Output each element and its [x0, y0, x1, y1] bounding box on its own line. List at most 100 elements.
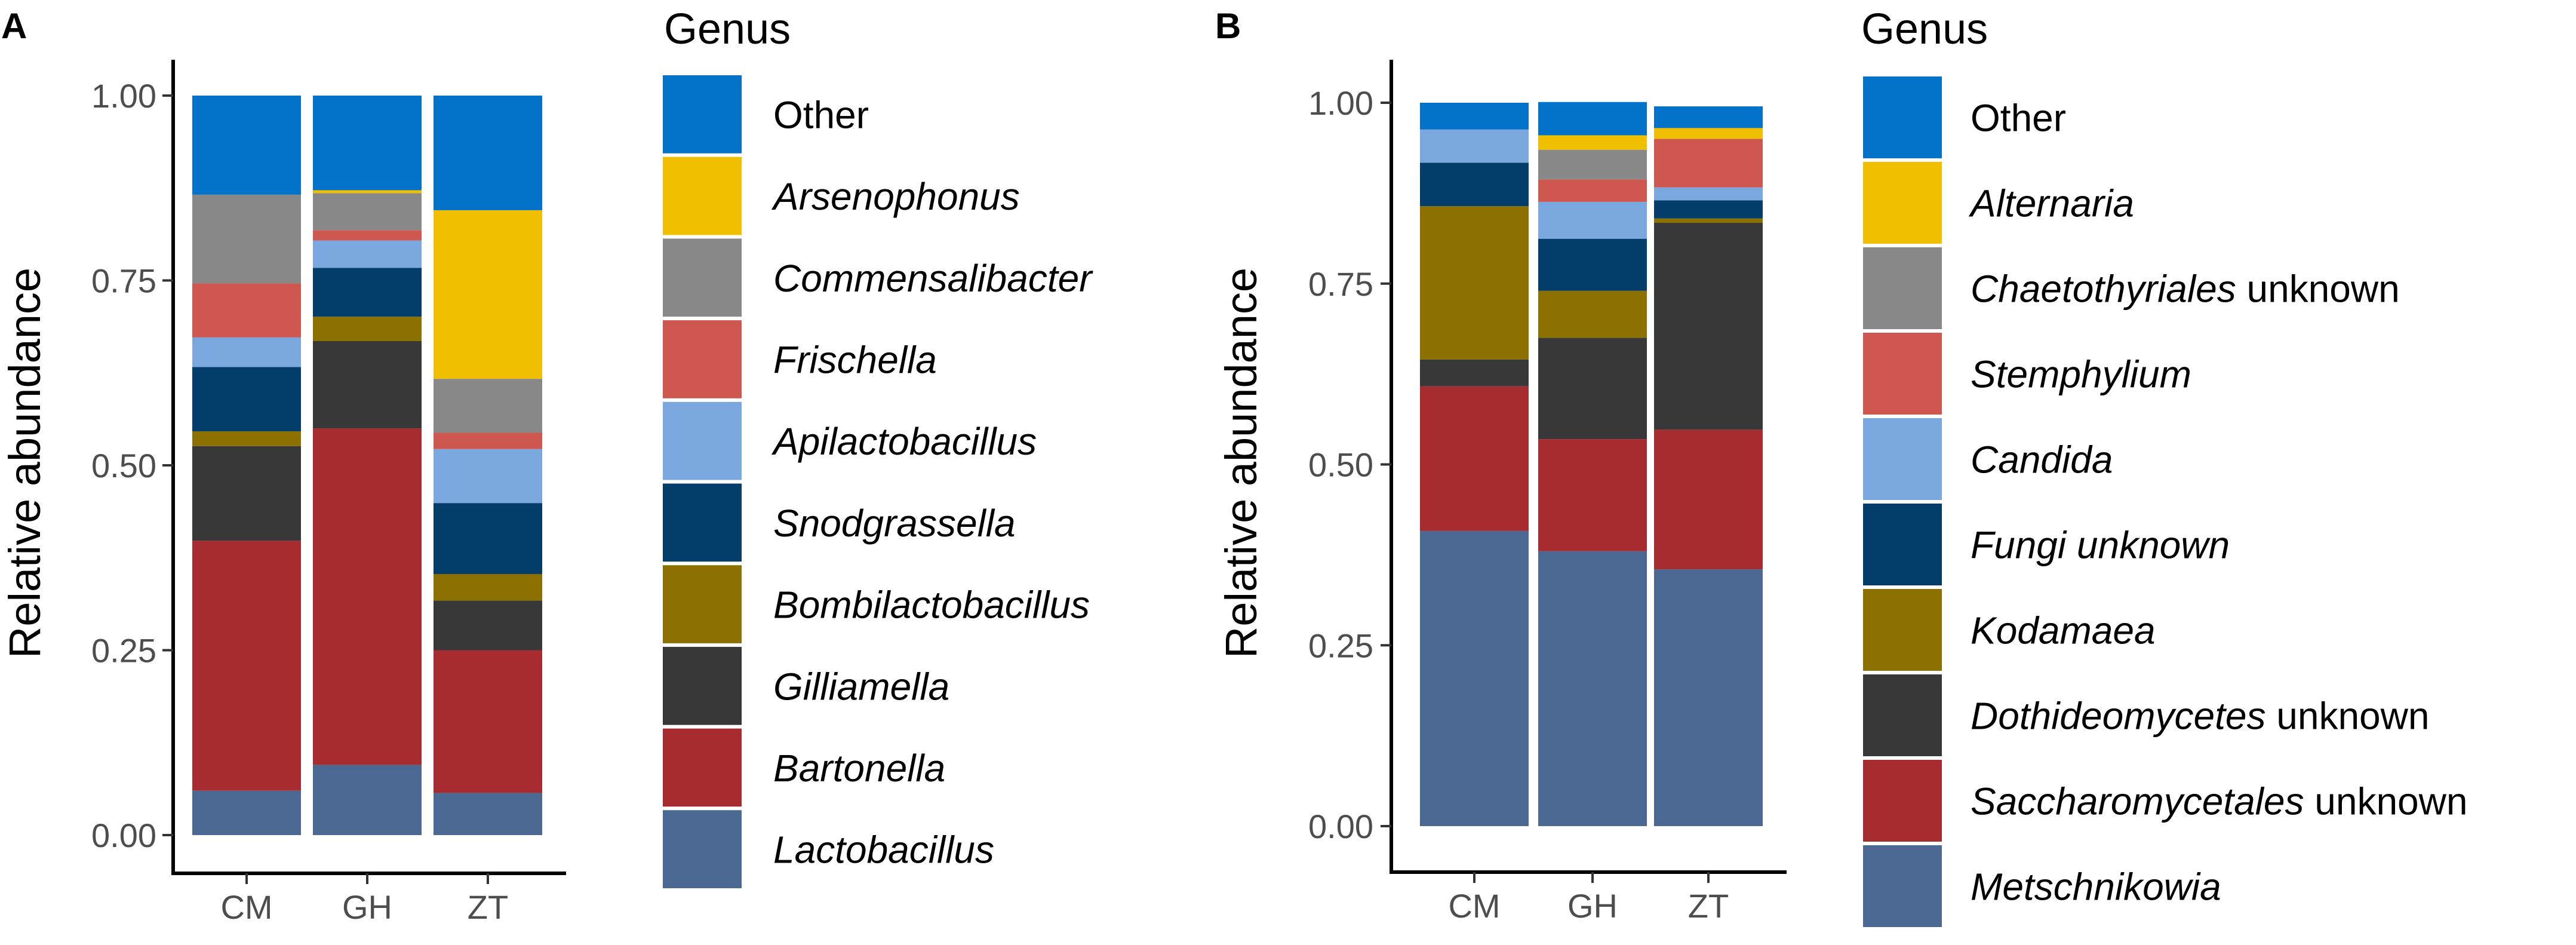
panel-a-legend-label-arsenophonus: Arsenophonus [771, 175, 1020, 218]
panel-b-legend-label-stemphylium: Stemphylium [1971, 353, 2191, 396]
panel-a-bar-gh-frischella [313, 230, 422, 241]
panel-a-legend-swatch-snodgrassella [663, 483, 742, 562]
panel-b-bar-zt-saccharomycetales [1654, 429, 1763, 570]
panel-b-legend-label-candida: Candida [1971, 438, 2113, 481]
panel-a-x-tick-label: GH [342, 888, 392, 926]
panel-b-bar-gh-stemphylium [1538, 179, 1647, 202]
panel-b-bar-zt-alternaria [1654, 128, 1763, 139]
panel-a-bar-gh-other [313, 96, 422, 191]
panel-a-legend-swatch-apilactobacillus [663, 401, 742, 480]
panel-a-legend-swatch-arsenophonus [663, 157, 742, 235]
panel-b-legend-label-other: Other [1971, 97, 2066, 140]
panel-b-bar-gh-alternaria [1538, 135, 1647, 150]
panel-a-bar-cm-apilactobacillus [192, 337, 301, 367]
panel-b-bar-cm-candida [1420, 129, 1529, 163]
panel-b-bar-zt-fungi-unknown [1654, 200, 1763, 219]
panel-b-y-tick-label: 0.50 [1308, 446, 1373, 484]
panel-b-bar-zt-dothideomycetes [1654, 223, 1763, 430]
panel-a-legend-swatch-bombilactobacillus [663, 565, 742, 643]
panel-b-bar-gh-dothideomycetes [1538, 338, 1647, 440]
panel-a-legend-swatch-other [663, 75, 742, 154]
panel-b-bar-gh-metschnikowia [1538, 551, 1647, 826]
panel-a-legend-label-bartonella: Bartonella [773, 747, 945, 790]
panel-b-legend-swatch-saccharomycetales [1863, 760, 1942, 842]
panel-b-y-tick-label: 0.75 [1308, 265, 1373, 303]
panel-a-bar-zt-frischella [434, 432, 542, 449]
panel-b-legend-swatch-alternaria [1863, 162, 1942, 244]
panel-a-y-tick-label: 0.50 [91, 447, 156, 484]
panel-a-bar-cm-gilliamella [192, 446, 301, 541]
panel-a-legend-label-other: Other [773, 93, 869, 136]
panel-a-legend-label-lactobacillus: Lactobacillus [773, 829, 994, 872]
panel-b-legend-swatch-chaetothyriales [1863, 247, 1942, 329]
panel-a-legend-swatch-bartonella [663, 728, 742, 807]
panel-b-legend-swatch-kodamaea [1863, 589, 1942, 671]
panel-b-bar-gh-other [1538, 102, 1647, 136]
panel-b-legend-title: Genus [1861, 5, 1988, 53]
panel-a-bar-cm-commensalibacter [192, 194, 301, 284]
panel-b-legend-label-metschnikowia: Metschnikowia [1971, 866, 2221, 909]
panel-a-bar-zt-bombilactobacillus [434, 573, 542, 601]
panel-a-bar-cm-lactobacillus [192, 790, 301, 835]
panel-a-legend-label-apilactobacillus: Apilactobacillus [771, 420, 1037, 463]
panel-a-y-axis-label: Relative abundance [0, 268, 50, 658]
panel-b-legend-label-dothideomycetes: Dothideomycetes unknown [1971, 695, 2429, 738]
panel-b-bar-zt-other [1654, 106, 1763, 128]
panel-b-legend-swatch-other [1863, 76, 1942, 158]
panel-b-bar-cm-fungi-unknown [1420, 162, 1529, 207]
panel-b-legend-label-kodamaea: Kodamaea [1971, 609, 2156, 652]
panel-b-legend-label-fungi-unknown: Fungi unknown [1971, 524, 2230, 567]
panel-a-bar-gh-commensalibacter [313, 193, 422, 231]
panel-a-bar-zt-gilliamella [434, 600, 542, 651]
panel-a-bar-gh-arsenophonus [313, 190, 422, 194]
panel-b-y-axis-label: Relative abundance [1216, 268, 1266, 658]
panel-b-bar-zt-metschnikowia [1654, 569, 1763, 826]
panel-a-bar-zt-lactobacillus [434, 793, 542, 835]
panel-a-bar-zt-snodgrassella [434, 503, 542, 574]
panel-b-legend-swatch-candida [1863, 418, 1942, 500]
panel-b-legend-swatch-metschnikowia [1863, 845, 1942, 927]
panel-b: B Relative abundance Genus 0.00 0.25 0.50 0… [1215, 5, 2467, 927]
panel-a-bar-gh-bombilactobacillus [313, 317, 422, 342]
panel-b-bar-gh-saccharomycetales [1538, 439, 1647, 551]
panel-a-bar-gh-snodgrassella [313, 268, 422, 317]
panel-a-legend-label-frischella: Frischella [773, 338, 937, 381]
panel-a-x-tick-label: ZT [468, 888, 508, 926]
panel-b-bar-cm-metschnikowia [1420, 530, 1529, 826]
panel-b-bar-cm-saccharomycetales [1420, 386, 1529, 531]
panel-b-letter: B [1215, 6, 1241, 46]
panel-a-legend-label-snodgrassella: Snodgrassella [773, 502, 1016, 545]
panel-a-legend-label-gilliamella: Gilliamella [773, 665, 949, 708]
panel-a-bar-gh-bartonella [313, 428, 422, 765]
panel-a-y-tick-label: 0.00 [91, 817, 156, 854]
panel-a-bar-zt-other [434, 96, 542, 210]
panel-a-bar-cm-bombilactobacillus [192, 431, 301, 446]
panel-b-legend-label-chaetothyriales: Chaetothyriales unknown [1971, 268, 2400, 311]
panel-a-bar-cm-other [192, 96, 301, 195]
panel-a-bar-zt-bartonella [434, 650, 542, 793]
panel-a-x-tick-label: CM [220, 888, 272, 926]
panel-a-legend-label-bombilactobacillus: Bombilactobacillus [773, 584, 1090, 627]
panel-a-bar-cm-frischella [192, 283, 301, 338]
panel-b-bar-gh-candida [1538, 201, 1647, 239]
panel-a-bar-gh-gilliamella [313, 341, 422, 429]
panel-b-y-tick-label: 0.00 [1308, 808, 1373, 845]
panel-b-y-tick-label: 1.00 [1308, 84, 1373, 122]
panel-b-y-tick-label: 0.25 [1308, 627, 1373, 664]
panel-b-legend-label-alternaria: Alternaria [1968, 182, 2134, 225]
panel-a-legend-label-commensalibacter: Commensalibacter [773, 257, 1093, 300]
panel-a-legend-title: Genus [664, 5, 791, 53]
panel-b-bar-gh-kodamaea [1538, 290, 1647, 338]
panel-b-x-tick-label: CM [1448, 887, 1500, 925]
panel-a-y-tick-label: 0.25 [91, 632, 156, 670]
panel-b-bar-gh-fungi-unknown [1538, 238, 1647, 291]
panel-b-bar-zt-kodamaea [1654, 218, 1763, 223]
panel-a-bar-zt-apilactobacillus [434, 449, 542, 504]
panel-a-bar-gh-lactobacillus [313, 765, 422, 835]
panel-b-bar-cm-other [1420, 103, 1529, 130]
panel-a-bar-zt-arsenophonus [434, 210, 542, 379]
panel-a-bar-cm-bartonella [192, 541, 301, 791]
panel-b-bar-cm-kodamaea [1420, 206, 1529, 360]
panel-b-bar-gh-chaetothyriales [1538, 149, 1647, 180]
